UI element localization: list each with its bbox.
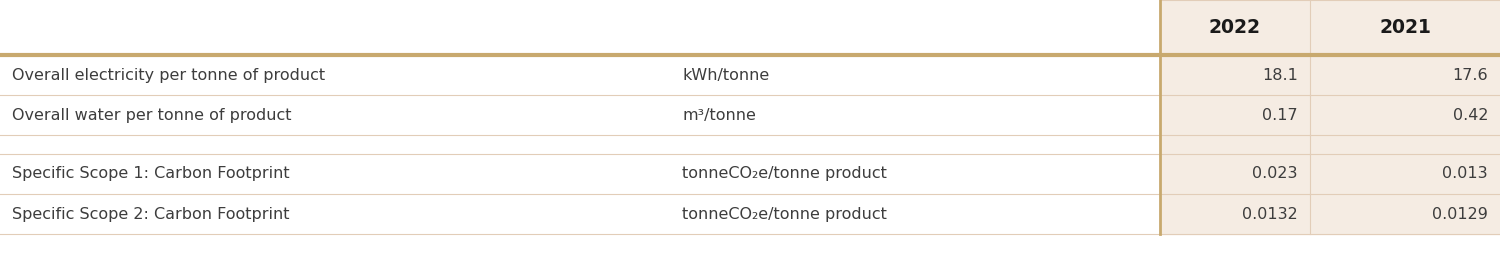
Bar — [1160, 154, 1500, 194]
Text: 0.013: 0.013 — [1443, 166, 1488, 182]
Text: tonneCO₂e/tonne product: tonneCO₂e/tonne product — [682, 166, 888, 182]
Text: 0.17: 0.17 — [1263, 108, 1298, 123]
Text: 17.6: 17.6 — [1452, 68, 1488, 83]
Text: 2021: 2021 — [1378, 18, 1431, 37]
Text: tonneCO₂e/tonne product: tonneCO₂e/tonne product — [682, 207, 888, 222]
Text: Overall water per tonne of product: Overall water per tonne of product — [12, 108, 291, 123]
Text: Specific Scope 2: Carbon Footprint: Specific Scope 2: Carbon Footprint — [12, 207, 290, 222]
Bar — [1160, 55, 1500, 95]
Text: 0.023: 0.023 — [1252, 166, 1298, 182]
Text: Specific Scope 1: Carbon Footprint: Specific Scope 1: Carbon Footprint — [12, 166, 290, 182]
Bar — [0, 194, 1160, 234]
Bar — [1160, 194, 1500, 234]
Bar — [0, 154, 1160, 194]
Text: m³/tonne: m³/tonne — [682, 108, 756, 123]
Text: 18.1: 18.1 — [1262, 68, 1298, 83]
Text: 0.0132: 0.0132 — [1242, 207, 1298, 222]
Text: 2022: 2022 — [1209, 18, 1261, 37]
Bar — [1160, 0, 1500, 55]
Text: 0.0129: 0.0129 — [1432, 207, 1488, 222]
Text: Overall electricity per tonne of product: Overall electricity per tonne of product — [12, 68, 326, 83]
Bar — [0, 55, 1160, 95]
Bar — [0, 95, 1160, 135]
Text: 0.42: 0.42 — [1452, 108, 1488, 123]
Bar — [1160, 95, 1500, 135]
Bar — [1160, 135, 1500, 154]
Bar — [0, 135, 1160, 154]
Text: kWh/tonne: kWh/tonne — [682, 68, 770, 83]
